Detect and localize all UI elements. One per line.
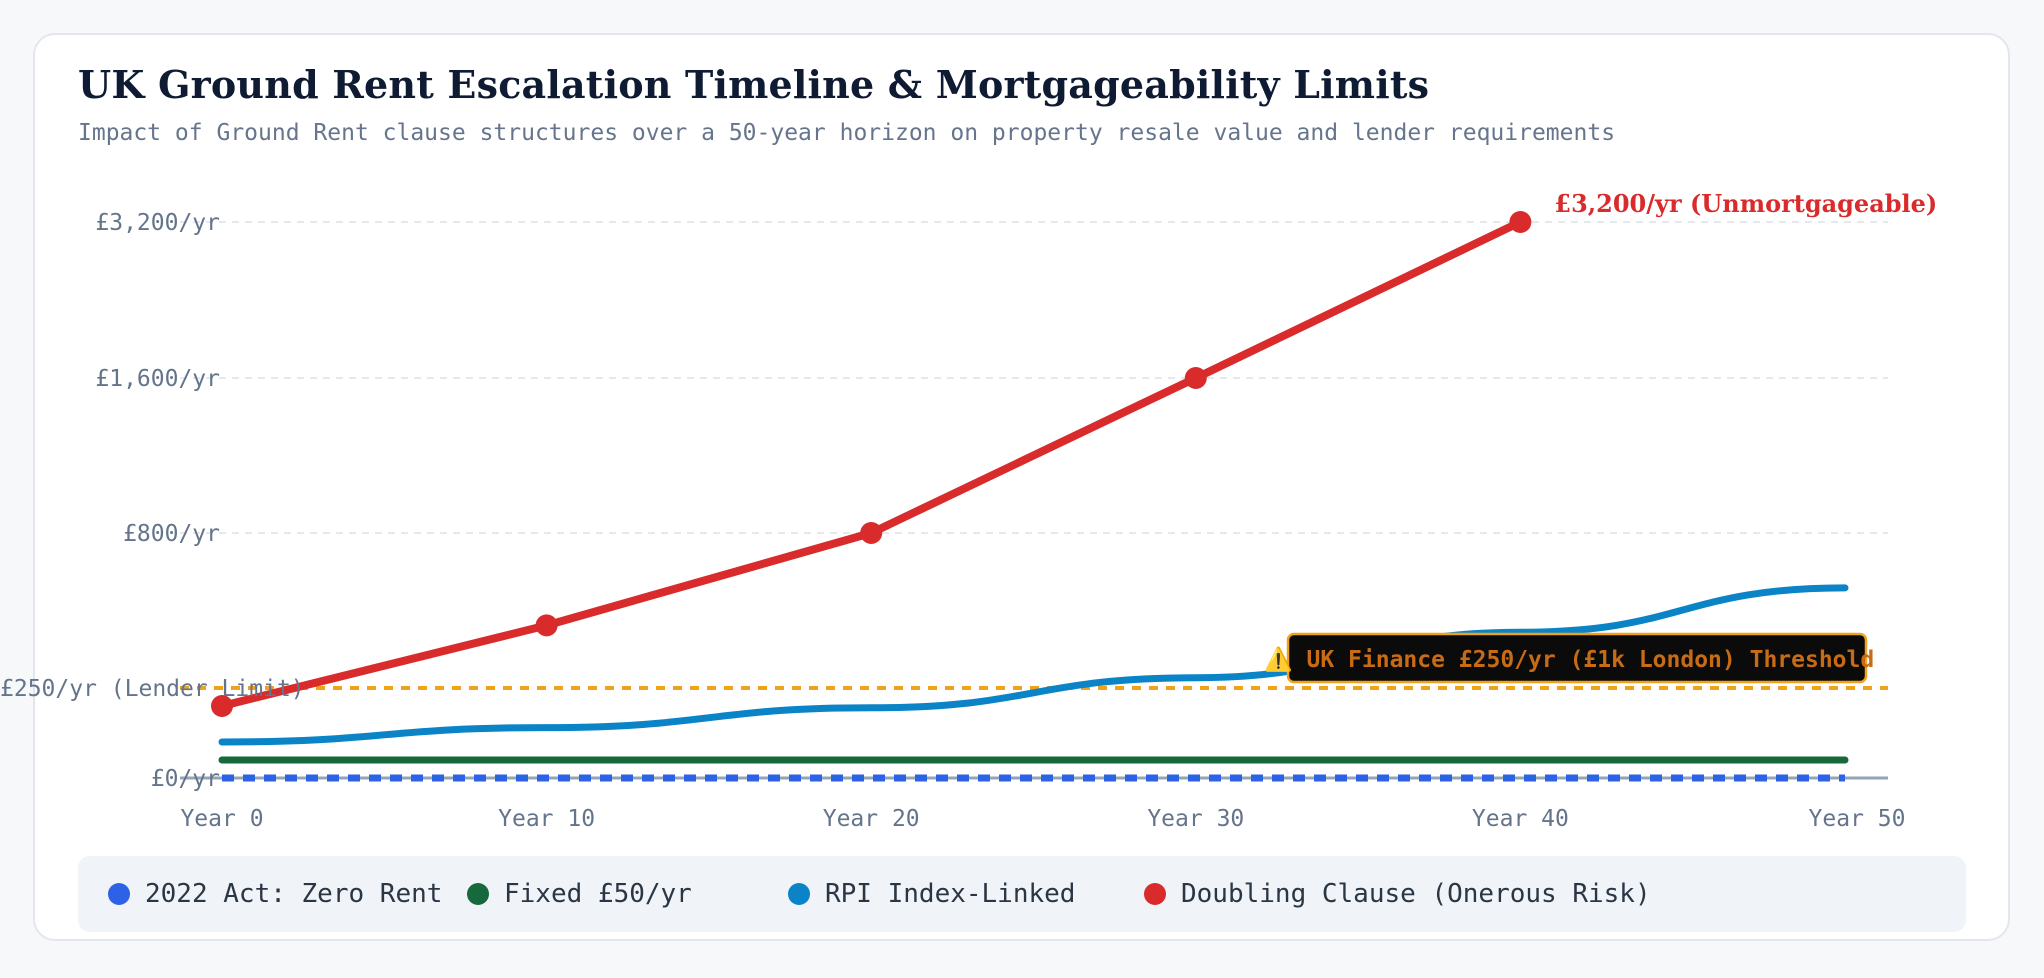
threshold-label-box xyxy=(1286,632,1868,684)
x-tick-label: Year 40 xyxy=(1472,806,1569,832)
threshold-label: ⚠️ UK Finance £250/yr (£1k London) Thres… xyxy=(1264,646,1874,673)
x-tick-label: Year 30 xyxy=(1147,806,1244,832)
legend-label: RPI Index-Linked xyxy=(825,879,1076,909)
legend-swatch xyxy=(1144,883,1166,905)
chart-subtitle: Impact of Ground Rent clause structures … xyxy=(78,120,1616,146)
legend-item-fixed: Fixed £50/yr xyxy=(467,856,692,932)
legend-item-zero: 2022 Act: Zero Rent xyxy=(108,856,442,932)
y-tick-label: £3,200/yr xyxy=(95,210,220,236)
legend-item-doubling: Doubling Clause (Onerous Risk) xyxy=(1144,856,1651,932)
end-annotation: £3,200/yr (Unmortgageable) xyxy=(1554,189,1937,218)
x-tick-label: Year 50 xyxy=(1809,806,1906,832)
legend-swatch xyxy=(108,883,130,905)
y-tick-label: £800/yr xyxy=(123,521,220,547)
data-point-doubling xyxy=(1184,367,1207,389)
legend-swatch xyxy=(788,883,810,905)
y-tick-label: £250/yr (Lender Limit) xyxy=(0,676,305,702)
y-tick-label: £0/yr xyxy=(151,766,220,792)
chart-card xyxy=(33,33,2010,941)
x-tick-label: Year 10 xyxy=(498,806,595,832)
chart-legend: 2022 Act: Zero Rent Fixed £50/yr RPI Index… xyxy=(78,856,1966,932)
legend-label: Doubling Clause (Onerous Risk) xyxy=(1181,879,1651,909)
series-line-rpi xyxy=(218,584,1849,746)
chart-title: UK Ground Rent Escalation Timeline & Mor… xyxy=(78,62,1430,107)
data-point-doubling xyxy=(535,614,558,637)
x-tick-label: Year 0 xyxy=(180,806,263,832)
data-point-doubling xyxy=(1509,211,1532,233)
legend-label: Fixed £50/yr xyxy=(504,879,692,909)
legend-item-rpi: RPI Index-Linked xyxy=(788,856,1075,932)
x-tick-label: Year 20 xyxy=(823,806,920,832)
legend-label: 2022 Act: Zero Rent xyxy=(145,879,443,909)
data-point-doubling xyxy=(860,522,883,544)
legend-swatch xyxy=(467,883,489,905)
data-point-doubling xyxy=(211,695,233,717)
y-tick-label: £1,600/yr xyxy=(95,366,220,392)
